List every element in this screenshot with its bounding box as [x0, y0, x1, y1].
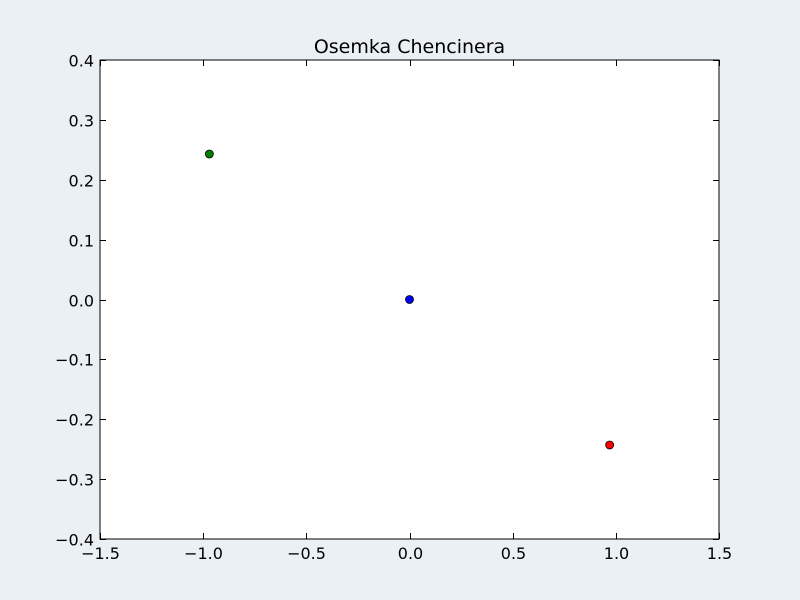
y-tick-label: 0.3	[69, 112, 94, 131]
y-tick-label: 0.2	[69, 172, 94, 191]
y-tick-label: 0.4	[69, 52, 94, 71]
x-tick-label: 0.0	[398, 544, 423, 563]
ticks-layer: −1.5 −1.0 −0.5 0.0 0.5 1.0 1.5 0.4 0.3 0.2 0.1 0.0 −…	[55, 52, 732, 564]
chart-title: Osemka Chencinera	[314, 36, 505, 58]
data-point	[605, 440, 615, 450]
x-tick-label: −1.0	[184, 544, 223, 563]
x-tick-label: 1.5	[707, 544, 732, 563]
x-tick-label: −0.5	[287, 544, 326, 563]
y-tick-label: 0.0	[69, 292, 94, 311]
plot-frame	[99, 59, 720, 540]
data-point	[405, 295, 414, 304]
y-tick-label: −0.2	[55, 411, 94, 430]
y-tick-label: 0.1	[69, 232, 94, 251]
x-tick-label: 0.5	[501, 544, 526, 563]
y-tick-label: −0.3	[55, 471, 94, 490]
points-layer	[204, 149, 615, 450]
x-tick-label: 1.0	[604, 544, 629, 563]
y-tick-label: −0.4	[55, 531, 94, 550]
y-tick-label: −0.1	[55, 351, 94, 370]
x-tick-label: −1.5	[81, 544, 120, 563]
data-point	[204, 149, 214, 159]
